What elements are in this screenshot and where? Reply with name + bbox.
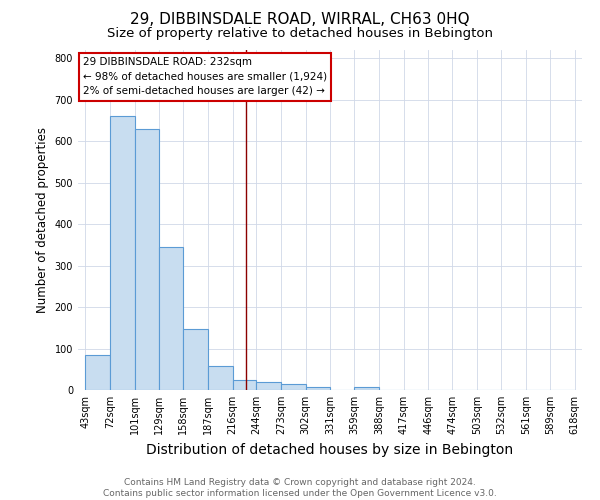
Text: 29 DIBBINSDALE ROAD: 232sqm
← 98% of detached houses are smaller (1,924)
2% of s: 29 DIBBINSDALE ROAD: 232sqm ← 98% of det… (83, 57, 327, 96)
Bar (183, 328, 208, 390)
Bar (208, 366, 233, 390)
Bar (233, 380, 256, 390)
Y-axis label: Number of detached properties: Number of detached properties (36, 127, 49, 313)
Text: Contains HM Land Registry data © Crown copyright and database right 2024.
Contai: Contains HM Land Registry data © Crown c… (103, 478, 497, 498)
Bar (281, 384, 306, 390)
Bar (110, 116, 135, 390)
Bar (256, 382, 281, 390)
Bar (158, 247, 183, 390)
Bar (354, 387, 379, 390)
Bar (135, 129, 158, 390)
Bar (306, 386, 331, 390)
Text: Size of property relative to detached houses in Bebington: Size of property relative to detached ho… (107, 28, 493, 40)
Bar (85, 355, 110, 390)
Text: 29, DIBBINSDALE ROAD, WIRRAL, CH63 0HQ: 29, DIBBINSDALE ROAD, WIRRAL, CH63 0HQ (130, 12, 470, 28)
X-axis label: Distribution of detached houses by size in Bebington: Distribution of detached houses by size … (146, 442, 514, 456)
